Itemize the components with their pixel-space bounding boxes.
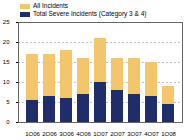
svg-text:2Q07: 2Q07 [110,131,125,136]
svg-text:1Q07: 1Q07 [93,131,108,136]
svg-text:3Q06: 3Q06 [59,131,74,136]
html-text:All Incidents: All Incidents [33,2,68,9]
svg-text:1Q08: 1Q08 [161,131,176,136]
svg-text:2Q06: 2Q06 [42,131,57,136]
svg-text:4Q06: 4Q06 [76,131,91,136]
svg-text:1Q06: 1Q06 [25,131,40,136]
svg-text:20: 20 [3,39,10,45]
svg-text:4Q07: 4Q07 [144,131,159,136]
svg-text:5: 5 [6,99,10,105]
svg-text:15: 15 [3,59,10,65]
svg-text:0: 0 [6,119,10,125]
html-text:Total Severe Incidents (Catego: Total Severe Incidents (Category 3 & 4) [33,10,147,17]
svg-text:10: 10 [3,79,10,85]
svg-text:3Q07: 3Q07 [127,131,142,136]
svg-text:25: 25 [3,19,10,25]
